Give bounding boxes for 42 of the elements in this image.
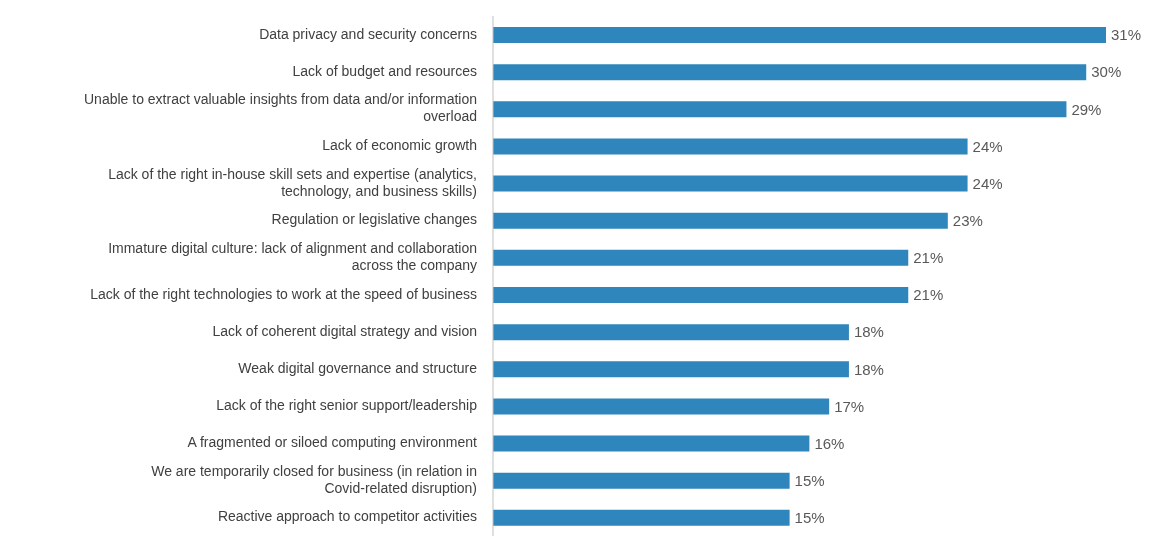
- y-tick-label: Data privacy and security concerns: [259, 25, 477, 42]
- data-label: 30%: [1091, 63, 1122, 81]
- bar: [493, 101, 1067, 118]
- y-tick-label: Lack of budget and resources: [292, 62, 477, 79]
- data-label: 29%: [1071, 100, 1102, 118]
- y-tick-label: Unable to extract valuable insights from data and/or information overload: [84, 91, 477, 125]
- bar: [493, 324, 849, 341]
- data-label: 15%: [794, 509, 825, 527]
- y-tick-label: Lack of the right in-house skill sets and expertise (analytics, technology, and business skills): [108, 165, 477, 199]
- y-tick-label: Weak digital governance and structure: [238, 359, 478, 376]
- data-label: 23%: [952, 212, 983, 230]
- bar: [493, 435, 810, 452]
- y-tick-label: Lack of the right senior support/leadership: [216, 396, 478, 413]
- data-label: 18%: [853, 360, 884, 378]
- data-label: 24%: [972, 174, 1003, 192]
- y-tick-label: Regulation or legislative changes: [271, 210, 477, 227]
- data-label: 18%: [853, 323, 884, 341]
- bar: [493, 249, 909, 266]
- y-tick-label: We are temporarily closed for business (in relation in Covid-related disruption): [151, 462, 477, 496]
- bar: [493, 398, 830, 415]
- data-label: 31%: [1111, 26, 1142, 44]
- y-tick-label: Lack of coherent digital strategy and vision: [212, 322, 477, 339]
- bar: [493, 175, 968, 192]
- bar: [493, 138, 968, 155]
- data-label: 15%: [794, 472, 825, 490]
- bar: [493, 287, 909, 303]
- y-tick-label: Lack of the right technologies to work at the speed of business: [90, 285, 477, 302]
- y-tick-label: Lack of economic growth: [322, 136, 477, 153]
- bar: [493, 64, 1087, 81]
- data-label: 21%: [913, 249, 944, 267]
- bar: [493, 212, 948, 229]
- bar: [493, 361, 849, 378]
- data-label: 21%: [913, 286, 944, 304]
- y-tick-label: A fragmented or siloed computing environment: [187, 433, 478, 450]
- data-label: 16%: [814, 434, 845, 452]
- data-label: 24%: [972, 137, 1003, 155]
- y-tick-label: Reactive approach to competitor activities: [217, 508, 477, 525]
- y-tick-label: Immature digital culture: lack of alignment and collaboration across the company: [108, 239, 477, 273]
- bar: [493, 27, 1106, 43]
- bar: [493, 509, 790, 526]
- data-label: 17%: [834, 397, 865, 415]
- bar: [493, 472, 790, 489]
